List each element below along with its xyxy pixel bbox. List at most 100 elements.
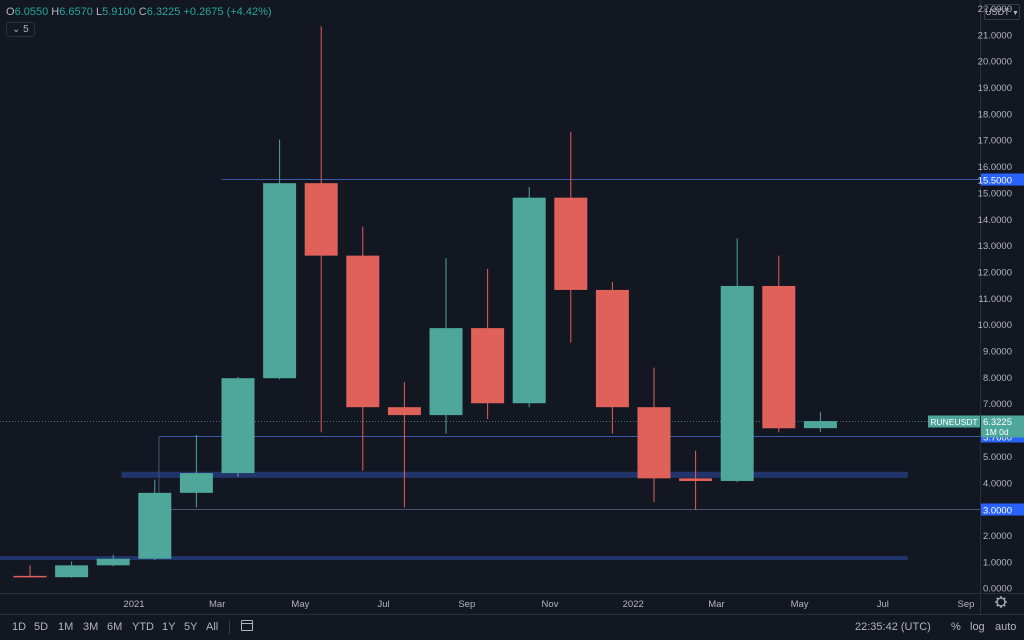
indicator-count: 5	[23, 24, 29, 35]
chevron-down-icon: ⌄	[12, 24, 21, 35]
support-zone	[0, 556, 908, 561]
x-tick-label: May	[791, 599, 809, 610]
calendar-icon[interactable]	[241, 620, 253, 631]
candle-body	[221, 378, 255, 474]
y-tick-label: 20.0000	[978, 57, 1012, 68]
change-value: +0.2675 (+4.42%)	[183, 6, 272, 18]
timeframe-all[interactable]: All	[206, 621, 219, 633]
candle-body	[304, 183, 338, 256]
countdown-label: 1M 0d	[985, 427, 1009, 437]
settings-gear-icon	[995, 596, 1007, 608]
indicator-toggle[interactable]: ⌄ 5	[6, 22, 35, 37]
y-tick-label: 11.0000	[978, 294, 1012, 305]
price-tag-bg	[981, 415, 1024, 438]
timeframe-3m[interactable]: 3M	[83, 621, 99, 633]
level-label-bg	[981, 503, 1024, 516]
x-tick-label: Nov	[542, 599, 559, 610]
candle-body	[554, 197, 588, 290]
candle-body	[720, 285, 754, 481]
y-tick-label: 2.0000	[983, 531, 1012, 542]
log-toggle[interactable]: log	[970, 621, 985, 633]
x-tick-label: Jul	[378, 599, 390, 610]
close-value: 6.3225	[146, 6, 181, 18]
symbol-tag-bg	[928, 415, 980, 428]
candle-body	[138, 492, 172, 559]
y-tick-label: 10.0000	[978, 320, 1012, 331]
y-tick-label: 13.0000	[978, 241, 1012, 252]
percent-toggle[interactable]: %	[951, 621, 961, 633]
level-label: 5.7600	[983, 433, 1012, 444]
x-tick-label: 2021	[123, 599, 144, 610]
low-label: L	[95, 6, 103, 18]
y-tick-label: 1.0000	[983, 557, 1012, 568]
x-tick-label: Jul	[877, 599, 889, 610]
high-value: 6.6570	[59, 6, 93, 18]
candle-body	[13, 575, 47, 578]
y-tick-label: 0.0000	[983, 584, 1012, 595]
y-tick-label: 12.0000	[978, 267, 1012, 278]
x-tick-label: Mar	[209, 599, 225, 610]
symbol-tag: RUNEUSDT	[930, 417, 977, 427]
x-tick-label: 2022	[623, 599, 644, 610]
close-label: C	[138, 6, 147, 18]
auto-toggle[interactable]: auto	[995, 621, 1017, 633]
gear-tooth	[1003, 597, 1006, 600]
candle-body	[595, 289, 629, 408]
candle-body	[803, 421, 837, 429]
candle-body	[55, 565, 89, 578]
price-tag-value: 6.3225	[983, 417, 1012, 428]
timeframe-1m[interactable]: 1M	[58, 621, 74, 633]
currency-selector[interactable]: USDT ▼	[984, 4, 1020, 20]
candle-body	[637, 407, 671, 479]
clock-display[interactable]: 22:35:42 (UTC)	[855, 621, 931, 633]
y-tick-label: 9.0000	[983, 347, 1012, 358]
x-tick-label: Sep	[458, 599, 475, 610]
level-label: 3.0000	[983, 506, 1012, 517]
y-tick-label: 15.0000	[978, 188, 1012, 199]
candle-body	[679, 478, 713, 481]
candle-body	[471, 328, 505, 404]
y-tick-label: 5.0000	[983, 452, 1012, 463]
timeframe-5d[interactable]: 5D	[34, 621, 49, 633]
y-tick-label: 14.0000	[978, 215, 1012, 226]
timeframe-ytd[interactable]: YTD	[132, 621, 154, 633]
x-tick-label: May	[291, 599, 309, 610]
support-zone	[121, 471, 908, 478]
y-tick-label: 7.0000	[983, 399, 1012, 410]
candle-body	[512, 197, 546, 404]
timeframe-1d[interactable]: 1D	[12, 621, 27, 633]
y-tick-label: 22.0000	[978, 4, 1012, 15]
high-label: H	[51, 6, 60, 18]
candle-body	[179, 473, 213, 493]
level-label: 15.5000	[978, 176, 1012, 187]
y-tick-label: 4.0000	[983, 478, 1012, 489]
level-label-bg	[981, 173, 1024, 186]
y-tick-label: 16.0000	[978, 162, 1012, 173]
ohlc-legend: O6.0550 H6.6570 L5.9100 C6.3225 +0.2675 …	[6, 6, 272, 18]
y-tick-label: 17.0000	[978, 136, 1012, 147]
candle-body	[429, 328, 463, 416]
candle-body	[387, 407, 421, 416]
timeframe-5y[interactable]: 5Y	[184, 621, 198, 633]
gear-tooth	[996, 597, 999, 600]
currency-label: USDT	[985, 7, 1010, 17]
y-tick-label: 8.0000	[983, 373, 1012, 384]
x-tick-label: Sep	[958, 599, 975, 610]
x-tick-label: Mar	[708, 599, 724, 610]
toolbar-divider	[229, 620, 230, 634]
y-tick-label: 18.0000	[978, 109, 1012, 120]
timeframe-1y[interactable]: 1Y	[162, 621, 176, 633]
timeframe-6m[interactable]: 6M	[107, 621, 123, 633]
gear-ring	[996, 597, 1006, 607]
open-label: O	[6, 6, 15, 18]
gear-tooth	[996, 604, 999, 607]
candle-body	[263, 183, 297, 379]
open-value: 6.0550	[14, 6, 49, 18]
y-tick-label: 19.0000	[978, 83, 1012, 94]
candle-body	[762, 285, 796, 429]
chevron-down-icon: ▼	[1011, 10, 1019, 17]
candle-body	[96, 558, 130, 566]
y-tick-label: 21.0000	[978, 30, 1012, 41]
bottom-toolbar: 1D 5D 1M 3M 6M YTD 1Y 5Y All 22:35:42 (U…	[0, 614, 1024, 640]
